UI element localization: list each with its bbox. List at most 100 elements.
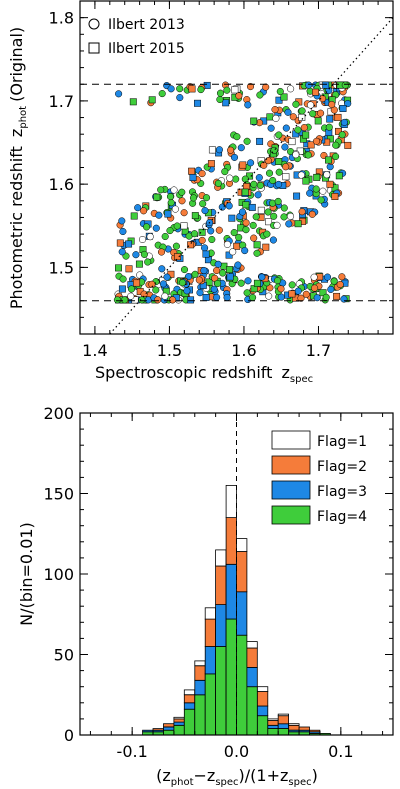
scatter-point: [234, 261, 242, 269]
scatter-point: [338, 131, 346, 139]
scatter-point: [298, 113, 306, 121]
scatter-point: [302, 131, 310, 139]
histogram-y-tick-label: 50: [54, 646, 74, 665]
scatter-x-axis-label: Spectroscopic redshift zspec: [95, 363, 313, 385]
scatter-point: [269, 176, 277, 185]
scatter-point: [125, 240, 133, 248]
scatter-ylabel-text: Photometric redshift: [7, 146, 26, 309]
scatter-point: [157, 186, 165, 194]
scatter-point: [228, 214, 236, 222]
hx-sub-phot: phot: [171, 777, 194, 788]
scatter-point: [129, 98, 137, 106]
scatter-point: [235, 92, 243, 100]
scatter-point: [294, 126, 302, 134]
scatter-point: [294, 220, 302, 228]
scatter-ylabel-suffix: (Original): [7, 27, 26, 102]
scatter-point: [305, 81, 313, 89]
scatter-point: [244, 277, 252, 285]
histogram-bars: [142, 484, 331, 736]
scatter-point: [171, 205, 179, 213]
scatter-point: [253, 279, 261, 287]
scatter-point: [288, 290, 296, 298]
scatter-point: [312, 137, 321, 145]
scatter-ylabel-sub: phot: [18, 106, 29, 129]
scatter-point: [166, 227, 174, 235]
scatter-point: [275, 180, 283, 188]
scatter-point: [307, 101, 315, 109]
scatter-point: [223, 240, 231, 248]
scatter-point: [317, 109, 325, 117]
scatter-point: [208, 146, 216, 154]
scatter-point: [335, 172, 343, 180]
scatter-point: [215, 226, 223, 234]
histogram-bar: [267, 724, 279, 729]
scatter-point: [339, 105, 347, 112]
scatter-point: [138, 235, 147, 244]
scatter-point: [271, 106, 279, 114]
scatter-point: [222, 99, 230, 107]
histogram-y-tick-label: 100: [43, 565, 74, 584]
scatter-point: [281, 143, 289, 151]
scatter-point: [312, 185, 320, 193]
scatter-point: [270, 212, 278, 220]
histogram-bar: [288, 723, 300, 726]
scatter-point: [292, 151, 300, 159]
scatter-point: [317, 196, 325, 204]
scatter-point: [190, 230, 199, 238]
scatter-point: [178, 197, 186, 205]
scatter-point: [187, 241, 195, 249]
histogram-bar: [277, 715, 290, 725]
scatter-point: [326, 115, 334, 123]
histogram-legend: Flag=1 Flag=2 Flag=3 Flag=4: [271, 430, 367, 525]
histogram-legend-swatch: [271, 430, 311, 450]
scatter-point: [328, 100, 336, 109]
scatter-point: [207, 227, 215, 235]
scatter-point: [308, 210, 316, 218]
hx-sub-spec1: spec: [215, 777, 238, 788]
scatter-point: [250, 180, 258, 188]
scatter-point: [180, 209, 188, 217]
scatter-point: [202, 294, 210, 301]
histogram-bar: [225, 618, 237, 736]
scatter-point: [158, 90, 166, 98]
scatter-point: [306, 189, 314, 197]
hx-open: (z: [156, 766, 171, 785]
scatter-point: [213, 293, 221, 301]
scatter-point: [323, 171, 331, 179]
scatter-point: [195, 276, 203, 284]
scatter-point: [163, 273, 171, 281]
scatter-point: [275, 168, 283, 176]
scatter-point: [230, 153, 239, 161]
scatter-point: [231, 86, 239, 94]
scatter-point: [280, 93, 288, 101]
scatter-point: [282, 124, 290, 132]
scatter-point: [194, 99, 201, 107]
scatter-point: [143, 223, 151, 231]
histogram-bar: [256, 691, 269, 707]
scatter-point: [218, 203, 226, 211]
scatter-point: [332, 141, 340, 149]
scatter-point: [169, 296, 177, 304]
scatter-point: [127, 292, 135, 300]
scatter-point: [302, 177, 310, 185]
scatter-point: [336, 280, 344, 289]
histogram-bar: [163, 723, 175, 728]
histogram-x-tick-label: 0.0: [224, 742, 249, 761]
scatter-point: [246, 83, 255, 91]
scatter-point: [133, 279, 141, 287]
histogram-bar: [277, 728, 290, 736]
histogram-legend-label: Flag=2: [317, 459, 367, 475]
scatter-y-tick-label: 1.6: [49, 175, 74, 194]
scatter-point: [198, 170, 206, 178]
histogram-bar: [267, 720, 279, 726]
histogram-bar: [183, 708, 196, 736]
scatter-point: [226, 273, 234, 281]
scatter-point: [138, 296, 146, 304]
scatter-point: [250, 117, 258, 125]
histogram-bar: [288, 724, 300, 731]
scatter-point: [327, 285, 335, 293]
scatter-point: [146, 233, 154, 241]
scatter-point: [167, 85, 175, 93]
histogram-legend-swatch: [271, 455, 311, 475]
hx-sub-spec2: spec: [288, 777, 311, 788]
